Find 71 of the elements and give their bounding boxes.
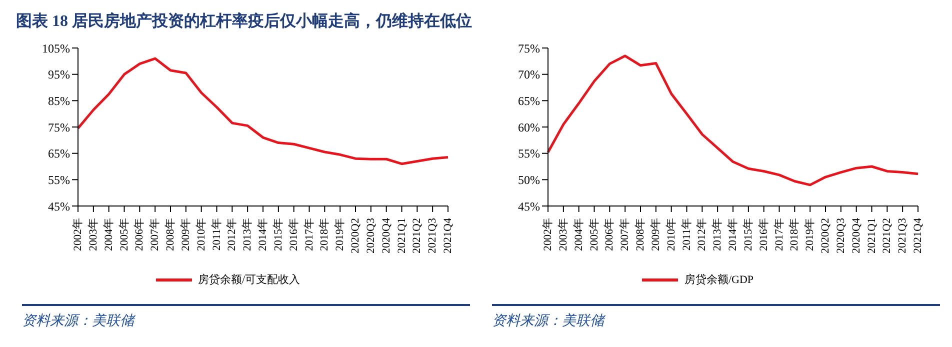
- y-tick-label: 70%: [518, 68, 540, 82]
- x-tick-label: 2002年: [542, 218, 554, 251]
- y-tick-label: 65%: [518, 94, 540, 108]
- x-tick-label: 2020Q2: [350, 218, 362, 254]
- x-tick-label: 2020Q3: [364, 218, 377, 254]
- x-tick-label: 2021Q3: [896, 218, 909, 254]
- x-tick-label: 2013年: [712, 218, 724, 251]
- x-tick-label: 2020Q2: [820, 218, 832, 254]
- x-tick-label: 2011年: [680, 218, 693, 251]
- x-tick-label: 2012年: [226, 218, 238, 251]
- x-tick-label: 2021Q1: [866, 218, 878, 254]
- x-tick-label: 2005年: [118, 218, 130, 251]
- x-tick-label: 2017年: [773, 218, 786, 251]
- line-series: [76, 57, 450, 166]
- y-tick-label: 105%: [42, 41, 70, 56]
- x-tick-label: 2016年: [758, 218, 770, 251]
- x-tick-label: 2020Q3: [834, 218, 847, 254]
- x-tick-label: 2007年: [149, 218, 162, 251]
- x-tick-label: 2021Q2: [411, 218, 424, 254]
- x-tick-label: 2008年: [164, 218, 176, 251]
- x-tick-label: 2021Q4: [442, 218, 454, 254]
- x-tick-label: 2009年: [180, 218, 192, 251]
- x-tick-label: 2021Q1: [396, 218, 408, 254]
- y-tick-label: 60%: [518, 120, 540, 134]
- y-tick-label: 55%: [48, 172, 70, 187]
- x-tick-label: 2002年: [72, 218, 84, 251]
- y-tick-label: 45%: [48, 199, 70, 214]
- x-tick-label: 2017年: [303, 218, 316, 251]
- x-tick-label: 2018年: [788, 218, 801, 251]
- x-tick-label: 2003年: [87, 218, 100, 251]
- chart-title: 图表 18 居民房地产投资的杠杆率疫后仅小幅走高，仍维持在低位: [16, 13, 472, 30]
- x-tick-label: 2021Q4: [912, 218, 924, 254]
- x-tick-label: 2009年: [650, 218, 662, 251]
- x-tick-label: 2015年: [742, 218, 754, 251]
- x-tick-label: 2021Q2: [881, 218, 894, 254]
- x-tick-label: 2007年: [619, 218, 632, 251]
- x-tick-label: 2016年: [288, 218, 300, 251]
- x-tick-label: 2019年: [804, 218, 816, 251]
- x-tick-label: 2012年: [696, 218, 708, 251]
- x-tick-label: 2018年: [318, 218, 331, 251]
- y-tick-label: 45%: [518, 199, 540, 214]
- y-tick-label: 75%: [518, 41, 540, 56]
- y-tick-label: 55%: [518, 146, 540, 161]
- x-tick-label: 2010年: [195, 218, 208, 251]
- x-tick-label: 2003年: [557, 218, 570, 251]
- y-tick-label: 65%: [48, 146, 70, 161]
- x-tick-label: 2019年: [334, 218, 346, 251]
- x-tick-label: 2020Q4: [850, 218, 862, 254]
- text: 资料来源：美联储: [491, 312, 606, 330]
- y-tick-label: 85%: [48, 94, 70, 108]
- x-tick-label: 2021Q3: [426, 218, 439, 254]
- x-tick-label: 2014年: [727, 218, 739, 251]
- x-tick-label: 2010年: [665, 218, 678, 251]
- y-tick-label: 95%: [48, 68, 70, 82]
- legend-label: 房贷余额/可支配收入: [198, 272, 300, 287]
- y-tick-label: 50%: [518, 172, 540, 187]
- x-tick-label: 2015年: [272, 218, 284, 251]
- x-tick-label: 2006年: [134, 218, 146, 251]
- x-tick-label: 2008年: [634, 218, 646, 251]
- x-tick-label: 2004年: [572, 218, 585, 251]
- y-tick-label: 75%: [48, 120, 70, 134]
- text: 资料来源：美联储: [21, 312, 136, 330]
- x-tick-label: 2006年: [604, 218, 616, 251]
- x-tick-label: 2014年: [257, 218, 269, 251]
- x-tick-label: 2004年: [102, 218, 115, 251]
- line-series: [546, 54, 920, 186]
- x-tick-label: 2020Q4: [380, 218, 392, 254]
- x-tick-label: 2005年: [588, 218, 600, 251]
- x-tick-label: 2013年: [242, 218, 254, 251]
- legend-label: 房贷余额/GDP: [684, 272, 754, 287]
- x-tick-label: 2011年: [210, 218, 223, 251]
